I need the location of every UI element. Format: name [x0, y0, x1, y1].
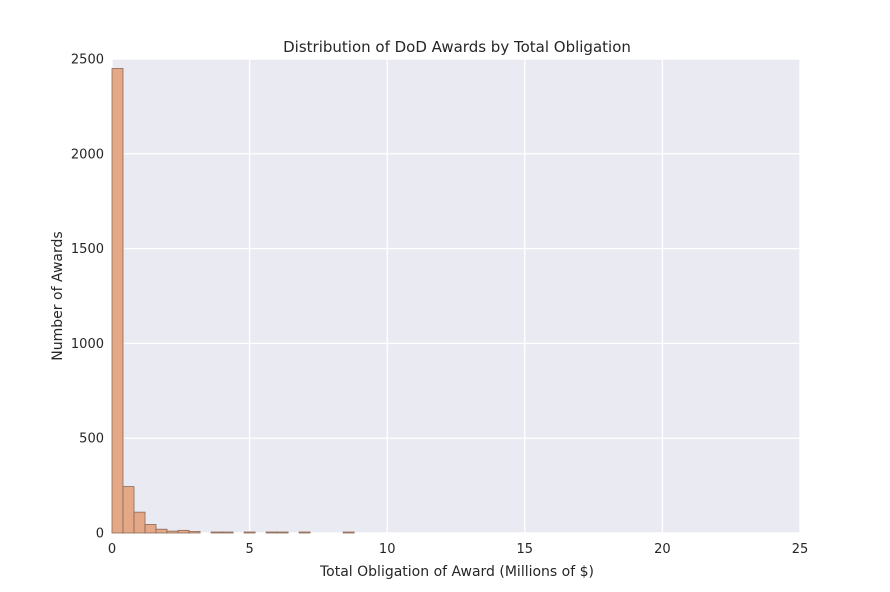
histogram-bar — [276, 531, 289, 534]
histogram-bar — [243, 531, 256, 534]
histogram-bar — [166, 530, 179, 534]
x-tick-label: 25 — [792, 542, 809, 557]
y-tick-label: 0 — [96, 527, 104, 542]
histogram-bar — [111, 68, 124, 534]
histogram-bar — [144, 524, 157, 534]
y-tick-label: 1000 — [71, 337, 104, 352]
histogram-bar — [298, 531, 311, 534]
y-tick-label: 1500 — [71, 242, 104, 257]
chart-title: Distribution of DoD Awards by Total Obli… — [283, 38, 631, 56]
plot-area — [111, 58, 801, 534]
histogram-bar — [122, 486, 135, 534]
histogram-bar — [221, 531, 234, 534]
y-axis-ticks: 0 500 1000 1500 2000 2500 — [71, 53, 104, 542]
histogram-bar — [177, 529, 190, 534]
histogram-bar — [342, 531, 355, 534]
x-tick-label: 20 — [654, 542, 671, 557]
x-tick-label: 15 — [517, 542, 534, 557]
histogram-bar — [265, 531, 278, 534]
histogram-bars — [111, 68, 355, 534]
x-tick-label: 0 — [108, 542, 116, 557]
y-tick-label: 2500 — [71, 53, 104, 68]
plot-background — [112, 59, 800, 533]
y-axis-label: Number of Awards — [50, 231, 66, 360]
histogram-bar — [188, 531, 201, 534]
histogram-bar — [210, 531, 223, 534]
x-axis-ticks: 0 5 10 15 20 25 — [108, 542, 808, 557]
x-axis-label: Total Obligation of Award (Millions of $… — [319, 564, 594, 580]
histogram-bar — [133, 511, 146, 534]
y-tick-label: 500 — [79, 432, 104, 447]
histogram-bar — [155, 528, 168, 534]
y-tick-label: 2000 — [71, 147, 104, 162]
x-tick-label: 5 — [245, 542, 253, 557]
x-tick-label: 10 — [379, 542, 396, 557]
